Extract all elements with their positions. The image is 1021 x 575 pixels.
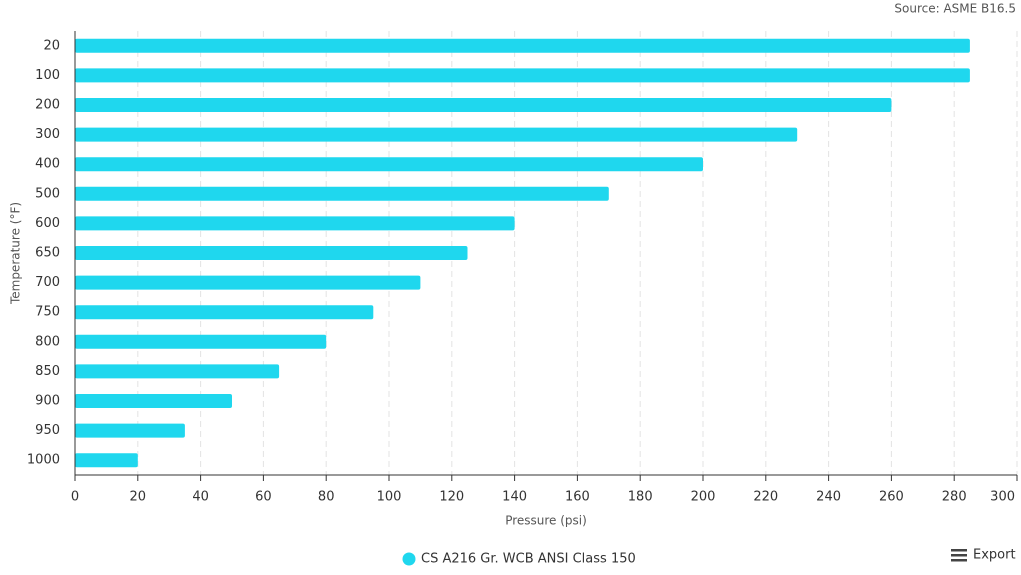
y-tick-label: 1000 bbox=[27, 453, 60, 468]
y-tick-label: 900 bbox=[35, 394, 60, 409]
x-tick-label: 60 bbox=[255, 490, 272, 505]
source-note: Source: ASME B16.5 bbox=[894, 2, 1016, 16]
x-axis-title: Pressure (psi) bbox=[505, 514, 587, 528]
bar bbox=[75, 394, 232, 408]
x-tick-label: 220 bbox=[753, 490, 778, 505]
y-tick-label: 100 bbox=[35, 68, 60, 83]
bar bbox=[75, 453, 138, 468]
bar bbox=[75, 216, 515, 231]
y-tick-label: 800 bbox=[35, 334, 60, 349]
x-tick-label: 300 bbox=[990, 490, 1015, 505]
legend-label: CS A216 Gr. WCB ANSI Class 150 bbox=[421, 552, 636, 567]
x-tick-label: 180 bbox=[628, 490, 653, 505]
bar bbox=[75, 186, 609, 201]
x-tick-label: 280 bbox=[942, 490, 967, 505]
bar bbox=[75, 275, 421, 290]
y-tick-label: 20 bbox=[43, 38, 60, 53]
y-tick-label: 400 bbox=[35, 157, 60, 172]
y-tick-label: 500 bbox=[35, 186, 60, 201]
bar bbox=[75, 423, 185, 438]
x-tick-label: 0 bbox=[71, 490, 79, 505]
bar bbox=[75, 334, 327, 349]
y-tick-label: 300 bbox=[35, 127, 60, 142]
x-tick-label: 140 bbox=[502, 490, 527, 505]
x-tick-label: 160 bbox=[565, 490, 590, 505]
x-tick-label: 40 bbox=[192, 490, 209, 505]
bar bbox=[75, 68, 970, 83]
x-tick-label: 260 bbox=[879, 490, 904, 505]
y-tick-label: 850 bbox=[35, 364, 60, 379]
bar bbox=[75, 364, 280, 379]
bar bbox=[75, 127, 798, 142]
bar bbox=[75, 98, 892, 112]
y-axis-title: Temperature (°F) bbox=[9, 202, 23, 305]
x-tick-label: 100 bbox=[377, 490, 402, 505]
y-tick-label: 600 bbox=[35, 216, 60, 231]
x-tick-label: 80 bbox=[318, 490, 335, 505]
x-tick-label: 120 bbox=[439, 490, 464, 505]
menu-icon bbox=[951, 559, 967, 562]
x-tick-label: 240 bbox=[816, 490, 841, 505]
y-tick-label: 750 bbox=[35, 305, 60, 320]
x-tick-label: 200 bbox=[691, 490, 716, 505]
legend-marker bbox=[402, 552, 416, 566]
y-tick-label: 650 bbox=[35, 246, 60, 261]
export-button[interactable]: Export bbox=[951, 548, 1016, 563]
menu-icon bbox=[951, 554, 967, 557]
bar bbox=[75, 305, 374, 320]
bar bbox=[75, 38, 970, 53]
export-label[interactable]: Export bbox=[973, 548, 1016, 563]
bar bbox=[75, 157, 703, 172]
bar bbox=[75, 246, 468, 260]
x-tick-label: 20 bbox=[130, 490, 147, 505]
menu-icon bbox=[951, 549, 967, 552]
y-tick-label: 950 bbox=[35, 423, 60, 438]
y-tick-label: 200 bbox=[35, 98, 60, 113]
y-tick-label: 700 bbox=[35, 275, 60, 290]
